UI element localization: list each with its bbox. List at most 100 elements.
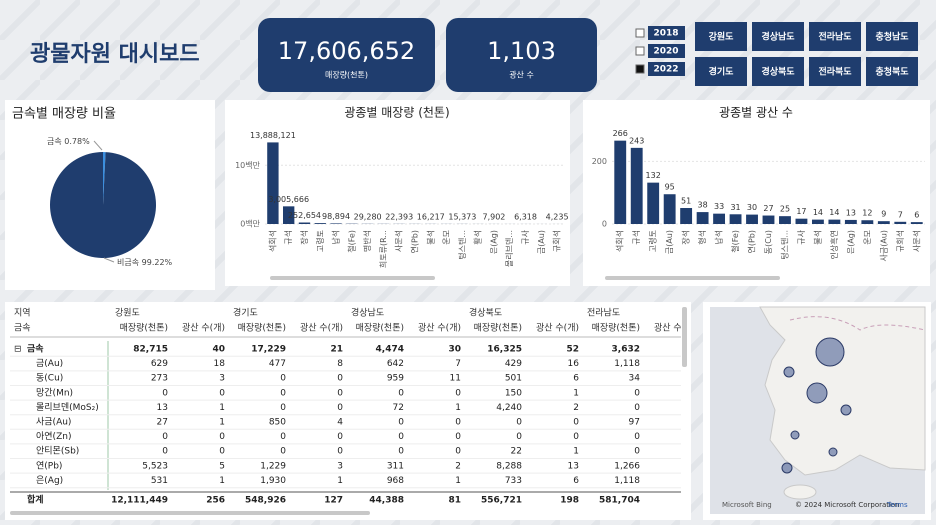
kpi-value: 1,103 [487,37,556,65]
cell: 1 [337,476,343,486]
cell: 0 [398,418,404,428]
x-tick-label: 사문석 [394,230,404,252]
cell: 0 [280,447,286,457]
cell: 0 [280,374,286,384]
data-label: 3,005,666 [268,195,309,204]
cell: 2 [573,403,579,413]
cell: 642 [387,359,404,369]
total-label: 합계 [27,494,44,506]
x-tick-label: 고령토 [649,230,658,252]
x-tick-label: 장석 [681,230,691,245]
region-header: 경기도 [233,307,258,319]
region-header: 강원도 [115,308,140,319]
x-tick-label: 불석 [425,230,435,245]
x-tick-label: 은(Ag) [489,230,498,254]
chart-title: 금속별 매장량 비율 [12,107,116,122]
region-label: 경기도 [709,66,735,78]
metric-header: 매장량(천톤) [592,322,640,334]
total-cell: 548,926 [245,496,286,506]
y-tick-label: 10백만 [235,160,261,170]
x-tick-label: 인상흑연 [829,230,839,259]
x-tick-label: 석회석 [615,230,625,252]
metric-header: 광산 수(개) [300,322,343,334]
region-header: 경상남도 [351,307,384,319]
metric-header: 매장량(천톤) [238,322,286,334]
cell: 13 [568,461,579,471]
year-checkbox[interactable] [636,65,644,73]
cell: 6 [573,476,579,486]
map-copyright: © 2024 Microsoft Corporation [795,501,900,509]
cell: 629 [151,359,168,369]
bar [845,220,857,224]
cell: 2 [455,461,461,471]
data-label: 6,318 [514,212,537,221]
cell: 1 [573,447,579,457]
bar [796,219,808,224]
data-label: 6 [914,211,919,220]
bar [664,194,676,224]
x-tick-label: 규석 [283,230,293,245]
cell: 13 [157,403,168,413]
x-tick-label: 동(Cu) [764,230,773,254]
metric-header: 광산 수(개) [418,322,461,334]
cell: 0 [634,388,640,398]
bar [631,148,643,224]
kpi-label: 광산 수 [509,70,534,80]
cell: 34 [629,374,641,384]
year-checkbox[interactable] [636,29,644,37]
cell: 8 [337,359,343,369]
cell: 4,240 [496,403,522,413]
cell: 0 [455,432,461,442]
year-checkbox[interactable] [636,47,644,55]
cell: 0 [162,388,168,398]
bubble [782,463,792,473]
cell: 0 [337,403,343,413]
cell: 0 [219,447,225,457]
row-label: 연(Pb) [36,460,62,471]
cell: 311 [387,461,404,471]
map-terms[interactable]: Terms [886,501,908,509]
region-label: 경상남도 [761,31,795,43]
metric-header: 광산 수(개) [536,322,579,334]
year-label: 2018 [653,29,678,39]
pie-label: 비금속 99.22% [117,258,173,267]
scrollbar[interactable] [605,276,780,280]
data-label: 266 [613,129,628,138]
x-tick-label: 석회석 [267,230,277,252]
bar [713,214,725,224]
cell: 0 [398,432,404,442]
slice-value: 99.22% [142,258,173,267]
cell: 16 [568,359,580,369]
x-tick-label: 불석 [812,230,822,245]
bar [697,212,709,224]
slice-name: 비금속 [117,258,139,267]
cell: 0 [516,418,522,428]
cell: 1 [573,388,579,398]
bar [315,223,326,224]
data-label: 51 [681,197,691,206]
x-tick-label: 운모 [442,230,451,245]
x-tick-label: 고령토 [316,230,325,252]
data-label: 15,373 [448,212,476,221]
scrollbar[interactable] [682,307,687,367]
row-label: 사금(Au) [36,417,71,428]
y-tick-label: 200 [592,157,607,166]
x-tick-label: 납석 [331,230,341,245]
x-tick-label: 텅스텐... [779,230,789,260]
x-tick-label: 장석 [299,230,309,245]
scrollbar[interactable] [10,511,370,515]
bar [614,141,626,224]
data-label: 38 [698,201,708,210]
x-tick-label: 규석 [631,230,641,245]
chart-title: 광종별 매장량 (천톤) [344,105,449,120]
scrollbar[interactable] [270,276,435,280]
total-cell: 256 [206,496,225,506]
map-land [760,307,925,475]
cell: 18 [214,359,226,369]
cell: 3 [219,374,225,384]
cell: 0 [634,447,640,457]
map-island [784,485,816,499]
data-label: 13 [846,208,856,217]
bubble [807,383,827,403]
